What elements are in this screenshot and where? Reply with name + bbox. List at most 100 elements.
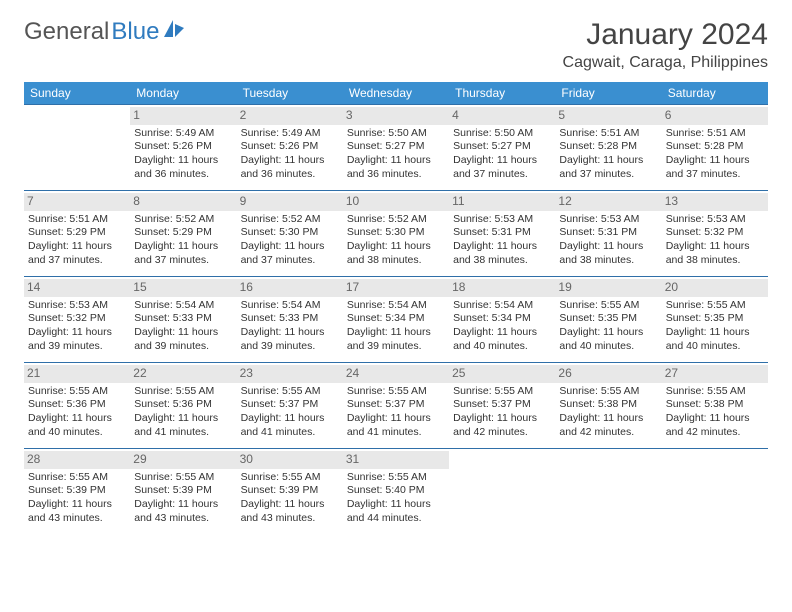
day-details: Sunrise: 5:55 AMSunset: 5:39 PMDaylight:…: [28, 471, 126, 526]
day-cell: 11Sunrise: 5:53 AMSunset: 5:31 PMDayligh…: [449, 191, 555, 277]
day-cell: 20 Sunrise: 5:55 AMSunset: 5:35 PMDayligh…: [662, 277, 768, 363]
day-header: Friday: [555, 82, 661, 105]
day-details: Sunrise: 5:55 AMSunset: 5:37 PMDaylight:…: [241, 385, 339, 440]
day-details: Sunrise: 5:49 AMSunset: 5:26 PMDaylight:…: [134, 127, 232, 182]
day-number: 28: [24, 451, 130, 469]
day-number: 17: [343, 279, 449, 297]
day-number: 16: [237, 279, 343, 297]
day-cell: 1 Sunrise: 5:49 AMSunset: 5:26 PMDaylight…: [130, 105, 236, 191]
day-cell: 5 Sunrise: 5:51 AMSunset: 5:28 PMDaylight…: [555, 105, 661, 191]
sail-icon: [163, 18, 185, 46]
day-details: Sunrise: 5:50 AMSunset: 5:27 PMDaylight:…: [347, 127, 445, 182]
day-cell: 7 Sunrise: 5:51 AMSunset: 5:29 PMDaylight…: [24, 191, 130, 277]
day-cell: .: [555, 449, 661, 535]
day-number: 27: [662, 365, 768, 383]
day-cell: 23 Sunrise: 5:55 AMSunset: 5:37 PMDayligh…: [237, 363, 343, 449]
day-details: Sunrise: 5:51 AMSunset: 5:28 PMDaylight:…: [666, 127, 764, 182]
day-number: 15: [130, 279, 236, 297]
day-number: 2: [237, 107, 343, 125]
day-cell: 4Sunrise: 5:50 AMSunset: 5:27 PMDaylight…: [449, 105, 555, 191]
day-details: Sunrise: 5:53 AMSunset: 5:32 PMDaylight:…: [666, 213, 764, 268]
day-details: Sunrise: 5:50 AMSunset: 5:27 PMDaylight:…: [453, 127, 551, 182]
day-cell: 22 Sunrise: 5:55 AMSunset: 5:36 PMDayligh…: [130, 363, 236, 449]
day-details: Sunrise: 5:55 AMSunset: 5:39 PMDaylight:…: [241, 471, 339, 526]
day-number: 12: [555, 193, 661, 211]
day-number: 23: [237, 365, 343, 383]
brand-part1: General: [24, 18, 109, 46]
day-cell: 21 Sunrise: 5:55 AMSunset: 5:36 PMDayligh…: [24, 363, 130, 449]
day-number: 31: [343, 451, 449, 469]
day-details: Sunrise: 5:52 AMSunset: 5:29 PMDaylight:…: [134, 213, 232, 268]
day-number: 21: [24, 365, 130, 383]
day-cell: 10Sunrise: 5:52 AMSunset: 5:30 PMDayligh…: [343, 191, 449, 277]
day-number: 18: [449, 279, 555, 297]
day-cell: .: [662, 449, 768, 535]
day-details: Sunrise: 5:55 AMSunset: 5:35 PMDaylight:…: [559, 299, 657, 354]
day-number: 25: [449, 365, 555, 383]
week-row: 14 Sunrise: 5:53 AMSunset: 5:32 PMDayligh…: [24, 277, 768, 363]
day-cell: .: [449, 449, 555, 535]
day-number: 9: [237, 193, 343, 211]
title-block: January 2024 Cagwait, Caraga, Philippine…: [563, 18, 768, 72]
brand-logo: GeneralBlue: [24, 18, 185, 46]
day-number: 29: [130, 451, 236, 469]
calendar-header-row: SundayMondayTuesdayWednesdayThursdayFrid…: [24, 82, 768, 105]
day-details: Sunrise: 5:55 AMSunset: 5:37 PMDaylight:…: [453, 385, 551, 440]
day-number: 7: [24, 193, 130, 211]
day-details: Sunrise: 5:55 AMSunset: 5:39 PMDaylight:…: [134, 471, 232, 526]
month-title: January 2024: [563, 18, 768, 52]
calendar-table: SundayMondayTuesdayWednesdayThursdayFrid…: [24, 82, 768, 535]
brand-part2: Blue: [111, 18, 159, 46]
day-cell: 8 Sunrise: 5:52 AMSunset: 5:29 PMDaylight…: [130, 191, 236, 277]
day-cell: 28 Sunrise: 5:55 AMSunset: 5:39 PMDayligh…: [24, 449, 130, 535]
day-details: Sunrise: 5:55 AMSunset: 5:35 PMDaylight:…: [666, 299, 764, 354]
day-details: Sunrise: 5:54 AMSunset: 5:33 PMDaylight:…: [241, 299, 339, 354]
day-details: Sunrise: 5:55 AMSunset: 5:37 PMDaylight:…: [347, 385, 445, 440]
day-header: Monday: [130, 82, 236, 105]
day-number: 19: [555, 279, 661, 297]
day-header: Saturday: [662, 82, 768, 105]
day-details: Sunrise: 5:54 AMSunset: 5:33 PMDaylight:…: [134, 299, 232, 354]
day-details: Sunrise: 5:52 AMSunset: 5:30 PMDaylight:…: [347, 213, 445, 268]
day-cell: 31 Sunrise: 5:55 AMSunset: 5:40 PMDayligh…: [343, 449, 449, 535]
day-header: Tuesday: [237, 82, 343, 105]
day-header: Thursday: [449, 82, 555, 105]
day-number: 14: [24, 279, 130, 297]
day-number: 6: [662, 107, 768, 125]
day-cell: 15 Sunrise: 5:54 AMSunset: 5:33 PMDayligh…: [130, 277, 236, 363]
week-row: .1 Sunrise: 5:49 AMSunset: 5:26 PMDayligh…: [24, 105, 768, 191]
day-details: Sunrise: 5:52 AMSunset: 5:30 PMDaylight:…: [241, 213, 339, 268]
day-details: Sunrise: 5:53 AMSunset: 5:32 PMDaylight:…: [28, 299, 126, 354]
calendar-body: .1Sunrise: 5:49 AMSunset: 5:26 PMDayligh…: [24, 105, 768, 535]
day-details: Sunrise: 5:55 AMSunset: 5:38 PMDaylight:…: [559, 385, 657, 440]
day-cell: 16 Sunrise: 5:54 AMSunset: 5:33 PMDayligh…: [237, 277, 343, 363]
day-number: 8: [130, 193, 236, 211]
week-row: 21Sunrise: 5:55 AMSunset: 5:36 PMDayligh…: [24, 363, 768, 449]
day-details: Sunrise: 5:49 AMSunset: 5:26 PMDaylight:…: [241, 127, 339, 182]
day-cell: 27Sunrise: 5:55 AMSunset: 5:38 PMDayligh…: [662, 363, 768, 449]
location-text: Cagwait, Caraga, Philippines: [563, 54, 768, 72]
page-header: GeneralBlue January 2024 Cagwait, Caraga…: [24, 18, 768, 72]
day-number: 1: [130, 107, 236, 125]
day-cell: 14 Sunrise: 5:53 AMSunset: 5:32 PMDayligh…: [24, 277, 130, 363]
day-number: 22: [130, 365, 236, 383]
day-header: Wednesday: [343, 82, 449, 105]
day-details: Sunrise: 5:51 AMSunset: 5:28 PMDaylight:…: [559, 127, 657, 182]
day-header: Sunday: [24, 82, 130, 105]
day-cell: 26Sunrise: 5:55 AMSunset: 5:38 PMDayligh…: [555, 363, 661, 449]
day-details: Sunrise: 5:55 AMSunset: 5:36 PMDaylight:…: [134, 385, 232, 440]
day-cell: .: [24, 105, 130, 191]
day-cell: 3Sunrise: 5:50 AMSunset: 5:27 PMDaylight…: [343, 105, 449, 191]
day-cell: 25 Sunrise: 5:55 AMSunset: 5:37 PMDayligh…: [449, 363, 555, 449]
day-number: 5: [555, 107, 661, 125]
day-cell: 9 Sunrise: 5:52 AMSunset: 5:30 PMDaylight…: [237, 191, 343, 277]
day-details: Sunrise: 5:55 AMSunset: 5:40 PMDaylight:…: [347, 471, 445, 526]
day-details: Sunrise: 5:51 AMSunset: 5:29 PMDaylight:…: [28, 213, 126, 268]
day-cell: 24Sunrise: 5:55 AMSunset: 5:37 PMDayligh…: [343, 363, 449, 449]
day-details: Sunrise: 5:55 AMSunset: 5:36 PMDaylight:…: [28, 385, 126, 440]
day-number: 20: [662, 279, 768, 297]
week-row: 28Sunrise: 5:55 AMSunset: 5:39 PMDayligh…: [24, 449, 768, 535]
day-details: Sunrise: 5:53 AMSunset: 5:31 PMDaylight:…: [559, 213, 657, 268]
day-number: 30: [237, 451, 343, 469]
day-details: Sunrise: 5:54 AMSunset: 5:34 PMDaylight:…: [347, 299, 445, 354]
